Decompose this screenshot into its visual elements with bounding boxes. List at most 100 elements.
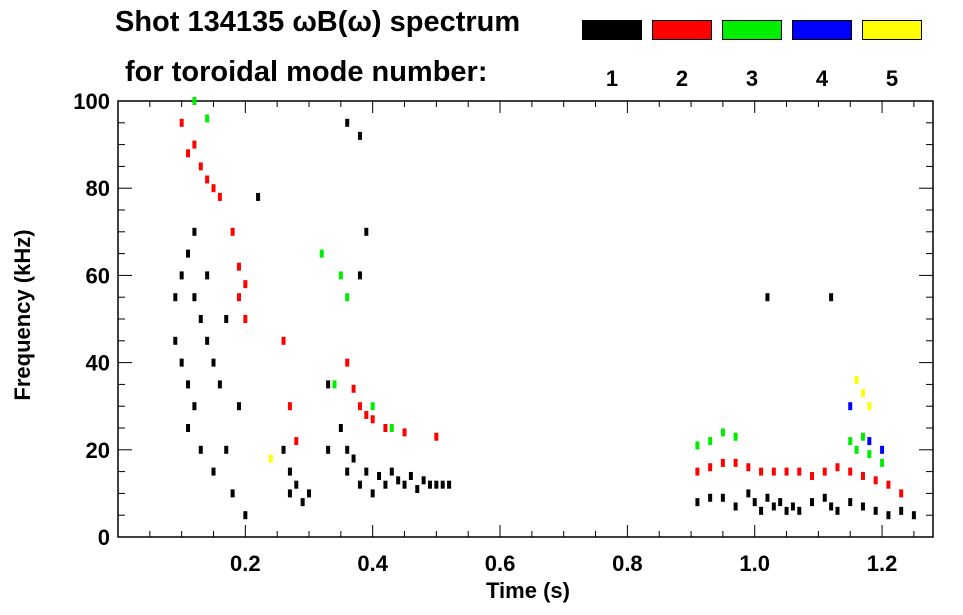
point-mode-2: [345, 358, 350, 367]
point-mode-1: [835, 506, 840, 515]
point-mode-1: [746, 489, 751, 498]
legend-swatch-mode-3: [722, 20, 782, 40]
point-mode-2: [236, 262, 241, 271]
point-mode-1: [345, 467, 350, 476]
point-mode-2: [822, 467, 827, 476]
point-mode-2: [784, 467, 789, 476]
point-mode-1: [230, 489, 235, 498]
legend-label-mode-4: 4: [815, 66, 829, 91]
point-mode-2: [771, 467, 776, 476]
point-mode-1: [810, 498, 815, 507]
point-mode-2: [810, 471, 815, 480]
point-mode-2: [186, 149, 191, 158]
point-mode-1: [326, 445, 331, 454]
point-mode-2: [899, 489, 904, 498]
y-tick-label: 80: [86, 176, 110, 201]
x-tick-label: 0.8: [612, 551, 643, 576]
point-mode-1: [345, 445, 350, 454]
point-mode-1: [287, 489, 292, 498]
point-mode-3: [205, 114, 210, 123]
point-mode-1: [192, 227, 197, 236]
point-mode-1: [211, 358, 216, 367]
point-mode-1: [300, 498, 305, 507]
point-mode-2: [243, 315, 248, 323]
point-mode-1: [192, 293, 197, 302]
point-mode-1: [447, 480, 452, 489]
x-tick-label: 0.6: [485, 551, 516, 576]
point-mode-4: [848, 402, 853, 411]
point-mode-1: [364, 227, 369, 236]
point-mode-2: [179, 118, 184, 127]
plot-frame: [117, 100, 934, 538]
point-mode-1: [784, 506, 789, 515]
x-tick-label: 0.2: [230, 551, 261, 576]
chart-subtitle: for toroidal mode number:: [125, 56, 488, 88]
point-mode-1: [357, 131, 362, 140]
point-mode-1: [243, 511, 248, 520]
point-mode-2: [759, 467, 764, 476]
point-mode-1: [765, 493, 770, 502]
point-mode-3: [854, 445, 859, 454]
point-mode-1: [326, 380, 331, 389]
point-mode-1: [377, 471, 382, 480]
point-mode-2: [733, 458, 738, 467]
x-axis-title: Time (s): [486, 578, 570, 603]
point-mode-1: [434, 480, 439, 489]
point-mode-1: [720, 493, 725, 502]
point-mode-2: [434, 432, 439, 441]
point-mode-2: [192, 140, 197, 149]
point-mode-2: [835, 463, 840, 472]
point-mode-3: [880, 458, 885, 467]
point-mode-1: [281, 445, 286, 454]
y-tick-label: 0: [98, 525, 110, 550]
point-mode-1: [402, 480, 407, 489]
point-mode-1: [179, 271, 184, 280]
point-mode-2: [230, 227, 235, 236]
point-mode-1: [899, 506, 904, 515]
point-mode-2: [205, 175, 210, 184]
point-mode-1: [205, 271, 210, 280]
point-mode-3: [332, 380, 337, 389]
point-mode-1: [345, 118, 350, 127]
point-mode-1: [173, 293, 178, 302]
y-tick-label: 100: [73, 89, 110, 114]
point-mode-1: [829, 293, 834, 302]
point-mode-2: [797, 467, 802, 476]
point-mode-5: [268, 454, 273, 463]
point-mode-1: [427, 480, 432, 489]
point-mode-1: [236, 402, 241, 411]
point-mode-1: [759, 506, 764, 515]
point-mode-3: [370, 402, 375, 411]
legend-swatch-mode-4: [792, 20, 852, 40]
y-axis-title: Frequency (kHz): [10, 229, 35, 400]
point-mode-1: [217, 380, 222, 389]
point-mode-1: [765, 293, 770, 302]
point-mode-1: [752, 498, 757, 507]
legend-swatch-mode-5: [862, 20, 922, 40]
point-mode-1: [364, 467, 369, 476]
point-mode-1: [224, 315, 229, 323]
point-mode-4: [880, 445, 885, 454]
point-mode-1: [287, 467, 292, 476]
point-mode-2: [402, 428, 407, 437]
point-mode-2: [243, 280, 248, 289]
point-mode-5: [854, 376, 859, 385]
point-mode-1: [198, 445, 203, 454]
point-mode-1: [173, 336, 178, 345]
point-mode-1: [192, 402, 197, 411]
legend-label-mode-3: 3: [745, 66, 759, 91]
point-mode-3: [338, 271, 343, 280]
point-mode-1: [307, 489, 312, 498]
x-tick-label: 1.2: [867, 551, 898, 576]
point-mode-3: [192, 97, 197, 105]
point-mode-1: [186, 424, 191, 432]
point-mode-2: [217, 192, 222, 201]
legend-label-mode-1: 1: [605, 66, 619, 91]
point-mode-2: [351, 384, 356, 393]
point-mode-2: [873, 476, 878, 485]
point-mode-1: [860, 502, 865, 511]
chart-title: Shot 134135 ωB(ω) spectrum: [115, 6, 521, 38]
point-mode-1: [829, 502, 834, 511]
point-mode-1: [211, 467, 216, 476]
y-tick-label: 60: [86, 263, 110, 288]
